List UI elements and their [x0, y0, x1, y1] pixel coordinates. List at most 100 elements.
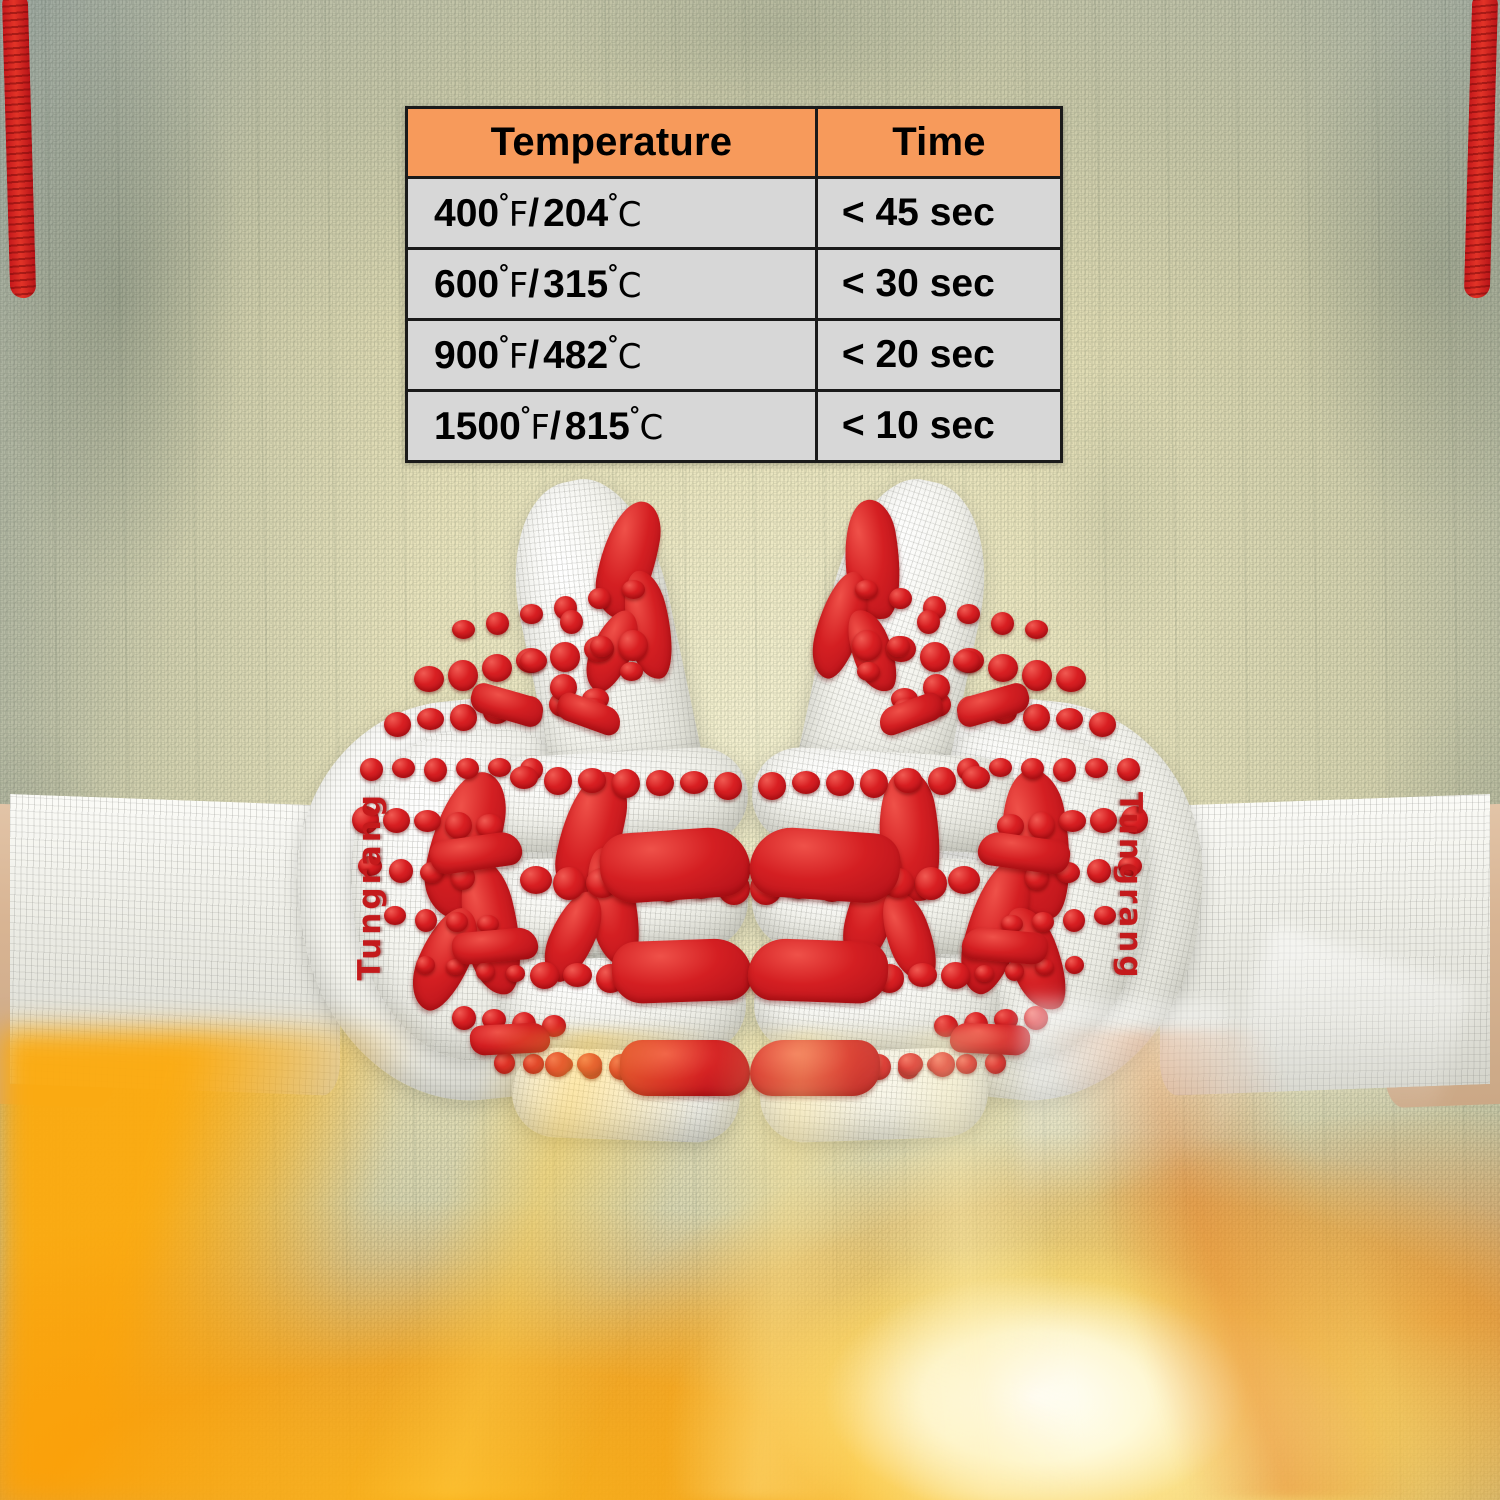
grip-dot-l-14-0 [560, 610, 583, 634]
grip-dot-l-10-5 [680, 771, 708, 794]
grip-dot-l-12-0 [530, 962, 559, 989]
grip-dot-r-3-3 [1021, 758, 1044, 780]
grip-dot-l-13-0 [545, 1052, 570, 1077]
grip-dot-r-7-2 [1005, 962, 1024, 981]
grip-dot-l-6-1 [415, 909, 437, 932]
glove-cuff-left [10, 793, 340, 1097]
grip-dot-r-13-1 [898, 1053, 923, 1075]
grip-dot-r-3-1 [1085, 758, 1108, 779]
grip-dot-l-14-2 [620, 662, 643, 681]
grip-dot-r-4-3 [1028, 812, 1055, 839]
grip-dot-l-1-0 [414, 666, 444, 693]
grip-dot-r-10-3 [860, 769, 888, 799]
grip-dot-r-4-4 [997, 814, 1024, 838]
grip-dot-l-2-2 [450, 704, 477, 731]
grip-dot-l-11-0 [520, 866, 552, 895]
silicone-blob-right-7 [750, 1040, 880, 1096]
grip-dot-r-5-1 [1087, 859, 1111, 883]
grip-dot-r-7-3 [975, 965, 994, 982]
grip-dot-r-15-0 [953, 650, 980, 673]
grip-dot-r-1-1 [1022, 660, 1052, 692]
grip-dot-r-11-1 [915, 867, 947, 901]
grip-dot-l-3-4 [488, 758, 511, 777]
grip-dot-r-2-2 [1023, 704, 1050, 731]
grip-dot-l-1-6 [618, 630, 648, 662]
cell-time: < 10 sec [814, 389, 1064, 463]
grip-dot-r-4-1 [1090, 808, 1117, 834]
grip-dot-l-7-2 [476, 962, 495, 981]
grip-dot-r-14-2 [857, 662, 880, 681]
grip-dot-r-10-1 [928, 767, 956, 795]
grip-dot-l-15-0 [520, 650, 547, 673]
table-row: 1500°F/815°C < 10 sec [405, 389, 1064, 463]
grip-dot-r-8-0 [1024, 1006, 1048, 1030]
grip-dot-l-4-0 [352, 806, 379, 835]
grip-dot-r-3-4 [989, 758, 1012, 777]
silicone-blob-right-6 [746, 937, 890, 1005]
grip-dot-l-4-3 [445, 812, 472, 839]
grip-dot-l-12-1 [563, 963, 592, 987]
grip-dot-r-10-4 [826, 770, 854, 797]
grip-dot-l-5-1 [389, 859, 413, 883]
silicone-blob-left-6 [610, 937, 754, 1005]
grip-dot-r-0-5 [855, 580, 878, 599]
grip-dot-l-3-2 [424, 758, 447, 782]
grip-dot-l-7-0 [416, 956, 435, 974]
grip-dot-r-14-1 [887, 636, 910, 658]
glove-cuff-right [1160, 793, 1490, 1097]
heat-resistance-spec-table: Temperature Time 400°F/204°C < 45 sec 600°… [405, 106, 1064, 463]
grip-dot-r-3-0 [1117, 758, 1140, 781]
grip-dot-l-10-1 [544, 767, 572, 795]
grip-dot-r-11-0 [948, 866, 980, 895]
grip-dot-l-4-2 [414, 810, 441, 833]
column-header-time: Time [814, 106, 1064, 179]
cell-time: < 30 sec [814, 247, 1064, 321]
table-row: 400°F/204°C < 45 sec [405, 176, 1064, 250]
grip-dot-r-9-0 [985, 1052, 1006, 1074]
cell-temperature: 1500°F/815°C [405, 389, 818, 463]
grip-dot-r-10-2 [894, 768, 922, 793]
grip-dot-r-7-0 [1065, 956, 1084, 974]
grip-dot-r-10-5 [792, 771, 820, 794]
silicone-blob-right-5 [747, 824, 903, 906]
cell-temperature: 900°F/482°C [405, 318, 818, 392]
grip-dot-l-10-2 [578, 768, 606, 793]
grip-dot-l-4-1 [383, 808, 410, 834]
grip-dot-r-2-0 [1089, 712, 1116, 738]
grip-dot-l-3-1 [392, 758, 415, 779]
table-body: 400°F/204°C < 45 sec 600°F/315°C < 30 sec 90… [405, 176, 1064, 463]
grip-dot-l-2-0 [384, 712, 411, 738]
silicone-blob-left-5 [597, 824, 753, 906]
grip-dot-r-3-2 [1053, 758, 1076, 782]
grip-dot-r-6-1 [1063, 909, 1085, 932]
grip-dot-l-10-4 [646, 770, 674, 797]
cell-temperature: 400°F/204°C [405, 176, 818, 250]
cell-time: < 45 sec [814, 176, 1064, 250]
grip-dot-l-10-6 [714, 772, 742, 800]
grip-dot-r-2-1 [1056, 708, 1083, 731]
silicone-blob-right-3 [949, 1021, 1031, 1057]
grip-dot-r-1-2 [988, 654, 1018, 682]
cell-time: < 20 sec [814, 318, 1064, 392]
grip-dot-l-0-2 [520, 604, 543, 625]
silicone-blob-left-3 [469, 1021, 551, 1057]
grip-dot-r-4-0 [1121, 806, 1148, 835]
grip-dot-l-1-2 [482, 654, 512, 682]
grip-dot-l-10-0 [510, 766, 538, 789]
grip-dot-l-11-1 [553, 867, 585, 901]
grip-dot-l-0-0 [452, 620, 475, 639]
grip-dot-l-9-1 [523, 1054, 544, 1074]
grip-dot-r-1-0 [1056, 666, 1086, 693]
grip-dot-r-4-2 [1059, 810, 1086, 833]
grip-dot-l-0-5 [622, 580, 645, 599]
grip-dot-r-13-0 [930, 1052, 955, 1077]
silicone-blob-left-7 [620, 1040, 750, 1096]
grip-dot-r-0-1 [991, 612, 1014, 635]
grip-dot-l-0-4 [588, 588, 611, 610]
grip-dot-r-0-0 [1025, 620, 1048, 639]
table-header-row: Temperature Time [405, 106, 1064, 179]
grip-dot-l-8-0 [452, 1006, 476, 1030]
grip-dot-r-12-0 [941, 962, 970, 989]
grip-dot-l-4-4 [476, 814, 503, 838]
